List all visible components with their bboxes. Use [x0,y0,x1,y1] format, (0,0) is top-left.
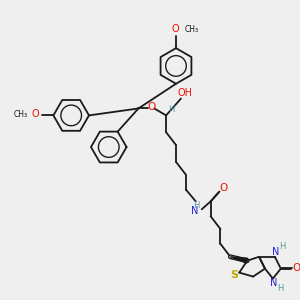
Text: O: O [219,183,228,193]
Text: N: N [272,247,280,257]
Text: N: N [270,278,278,289]
Text: H: H [278,284,284,293]
Text: CH₃: CH₃ [185,25,199,34]
Text: CH₃: CH₃ [14,110,28,119]
Text: O: O [171,24,179,34]
Text: H: H [280,242,286,251]
Text: O: O [147,103,155,112]
Text: N: N [191,206,199,216]
Text: O: O [32,110,39,119]
Text: O: O [292,263,300,273]
Text: H: H [194,201,200,210]
Text: S: S [230,270,238,280]
Polygon shape [230,257,248,263]
Text: OH: OH [177,88,192,98]
Text: H: H [168,105,174,114]
